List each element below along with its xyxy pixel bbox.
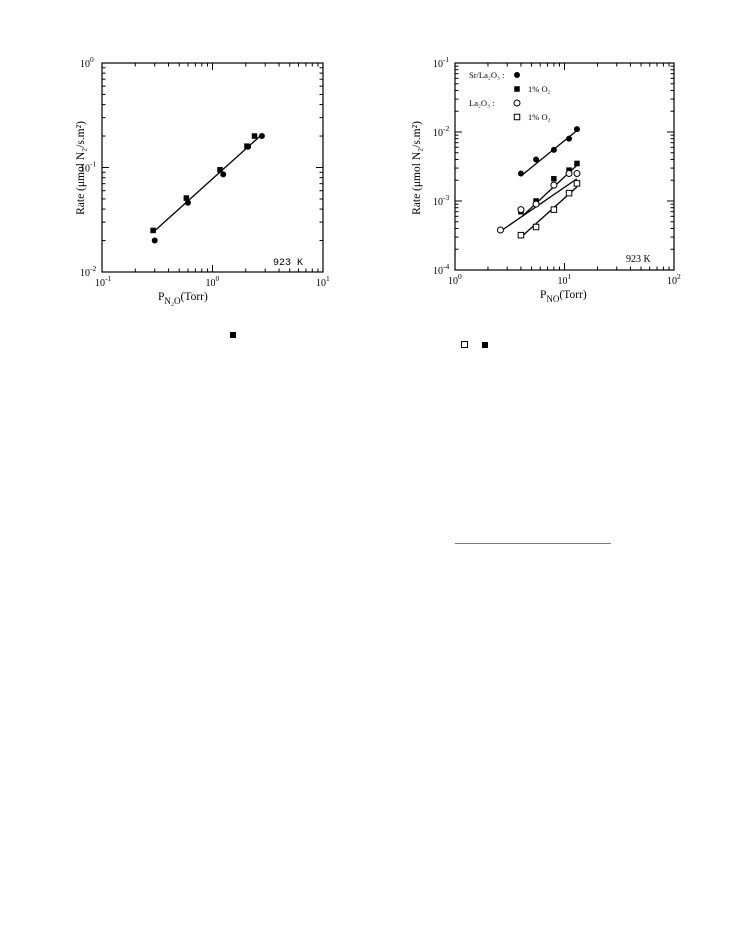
- x-tick-labels: 10-1 100 101: [95, 274, 330, 289]
- point-open-square: [573, 180, 581, 187]
- y-tick-labels: 10-2 10-1 100: [80, 55, 96, 279]
- x-axis-label-unit: (Torr): [559, 289, 586, 301]
- horizontal-rule: [455, 543, 611, 544]
- point-open-square: [550, 206, 558, 213]
- x-tick-label: 100: [206, 274, 220, 289]
- y-axis-label: Rate (μmol N₂/s.m²): [75, 121, 87, 215]
- x-axis-label-main: P: [158, 291, 164, 303]
- point-filled-circle: [258, 133, 265, 140]
- caption-filled-square-marker: [230, 332, 236, 338]
- point-filled-circle: [184, 199, 191, 206]
- point-open-circle: [565, 170, 573, 178]
- point-filled-square: [251, 133, 258, 139]
- caption-open-square-marker: [461, 341, 468, 348]
- point-filled-circle: [533, 156, 540, 163]
- point-open-circle: [532, 200, 540, 208]
- y-tick-label: 10-1: [433, 55, 449, 70]
- point-open-circle: [496, 226, 504, 234]
- point-open-square: [532, 223, 540, 231]
- x-axis-label-unit: (Torr): [181, 291, 208, 303]
- x-axis-label-main: P: [540, 289, 546, 301]
- y-tick-label: 10-4: [433, 262, 449, 277]
- point-open-circle: [513, 99, 521, 107]
- x-tick-label: 102: [667, 272, 681, 287]
- fit-line: [501, 178, 578, 231]
- point-filled-circle: [514, 72, 520, 78]
- temperature-annotation: 923 K: [273, 258, 303, 269]
- plot-frame: [454, 62, 675, 271]
- legend-la2o3: La₂O₃ :: [469, 98, 495, 108]
- x-tick-label: 100: [448, 272, 462, 287]
- x-axis-label-sub: N₂O: [164, 296, 181, 306]
- caption-filled-square-marker: [482, 342, 488, 348]
- x-tick-labels: 100 101 102: [448, 272, 681, 287]
- tick-marks: [454, 62, 675, 271]
- point-filled-circle: [151, 237, 158, 244]
- fit-line: [152, 135, 261, 233]
- point-filled-circle: [573, 126, 580, 133]
- x-axis-label-sub: NO: [546, 294, 559, 304]
- y-tick-label: 100: [80, 55, 94, 70]
- point-open-square: [565, 189, 573, 197]
- chart-no: 100 101 102 10-4 10-3 10-2 10-1 Sr/La₂O₃ : 1%…: [411, 55, 681, 304]
- point-open-circle: [517, 206, 525, 214]
- x-axis-label: PN₂O(Torr): [158, 291, 208, 306]
- point-filled-square: [183, 195, 190, 201]
- point-filled-circle: [517, 170, 524, 177]
- point-filled-square: [574, 160, 580, 167]
- point-filled-circle: [550, 146, 557, 153]
- y-axis-label: Rate (μmol N₂/s.m²): [411, 121, 423, 215]
- point-filled-square: [551, 176, 557, 182]
- point-open-square: [517, 231, 525, 239]
- y-tick-label: 10-2: [80, 264, 96, 279]
- legend-la2o3-o2: 1% O₂: [528, 112, 551, 122]
- temperature-annotation: 923 K: [626, 254, 652, 265]
- y-tick-label: 10-2: [433, 124, 449, 139]
- y-tick-label: 10-1: [80, 160, 96, 175]
- x-tick-label: 10-1: [95, 274, 111, 289]
- legend: Sr/La₂O₃ : 1% O₂ La₂O₃ : 1% O₂: [469, 70, 551, 122]
- data-points: [150, 133, 265, 244]
- x-tick-label: 101: [316, 274, 330, 289]
- legend-sr-la2o3-o2: 1% O₂: [528, 84, 551, 94]
- point-open-square: [513, 113, 521, 121]
- point-filled-circle: [220, 171, 227, 178]
- point-open-circle: [573, 170, 581, 178]
- tick-marks: [101, 62, 324, 273]
- x-axis-label: PNO(Torr): [540, 289, 587, 304]
- legend-sr-la2o3: Sr/La₂O₃ :: [469, 70, 504, 80]
- point-filled-square: [150, 227, 156, 234]
- plot-frame: [101, 62, 324, 273]
- point-filled-square: [217, 167, 223, 173]
- legend-markers: [513, 72, 521, 121]
- point-filled-square: [514, 86, 520, 92]
- data-points: [496, 126, 581, 239]
- y-tick-label: 10-3: [433, 193, 449, 208]
- fit-lines: [152, 135, 261, 233]
- fit-lines: [501, 130, 578, 236]
- x-tick-label: 101: [558, 272, 572, 287]
- point-filled-circle: [566, 135, 573, 142]
- point-filled-circle: [245, 143, 252, 150]
- point-open-circle: [550, 181, 558, 189]
- y-tick-labels: 10-4 10-3 10-2 10-1: [433, 55, 449, 277]
